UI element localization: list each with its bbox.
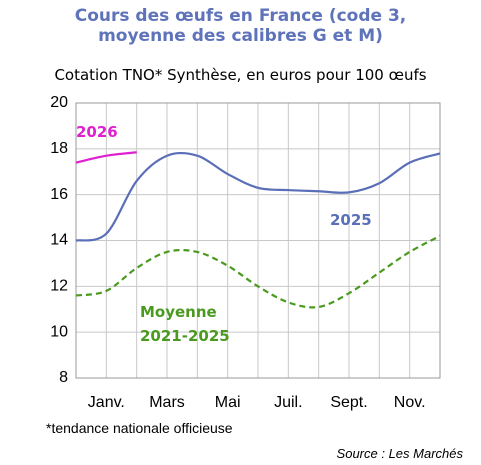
y-tick-label: 10 — [50, 323, 68, 340]
series-label: Moyenne 2021-2025 — [140, 303, 230, 345]
x-tick-label: Mars — [149, 394, 185, 411]
y-tick-label: 12 — [50, 278, 68, 295]
x-tick-label: Mai — [215, 394, 241, 411]
footnote: *tendance nationale officieuse — [46, 420, 233, 436]
x-tick-label: Janv. — [88, 394, 125, 411]
y-tick-label: 16 — [50, 186, 68, 203]
subtitle: Cotation TNO* Synthèse, en euros pour 10… — [54, 66, 427, 84]
y-tick-label: 14 — [50, 232, 68, 249]
chart-title: Cours des œufs en France (code 3, moyenn… — [74, 6, 407, 46]
x-tick-label: Sept. — [330, 394, 367, 411]
series-label: 2025 — [330, 211, 372, 229]
y-tick-label: 8 — [59, 369, 68, 386]
y-tick-label: 18 — [50, 140, 68, 157]
series-label: 2026 — [76, 123, 118, 141]
x-tick-label: Juil. — [274, 394, 302, 411]
series-line — [75, 234, 441, 309]
source: Source : Les Marchés — [336, 446, 463, 461]
series-line — [75, 151, 137, 164]
x-tick-label: Nov. — [394, 394, 426, 411]
series-line — [75, 151, 441, 242]
y-tick-label: 20 — [50, 94, 68, 111]
